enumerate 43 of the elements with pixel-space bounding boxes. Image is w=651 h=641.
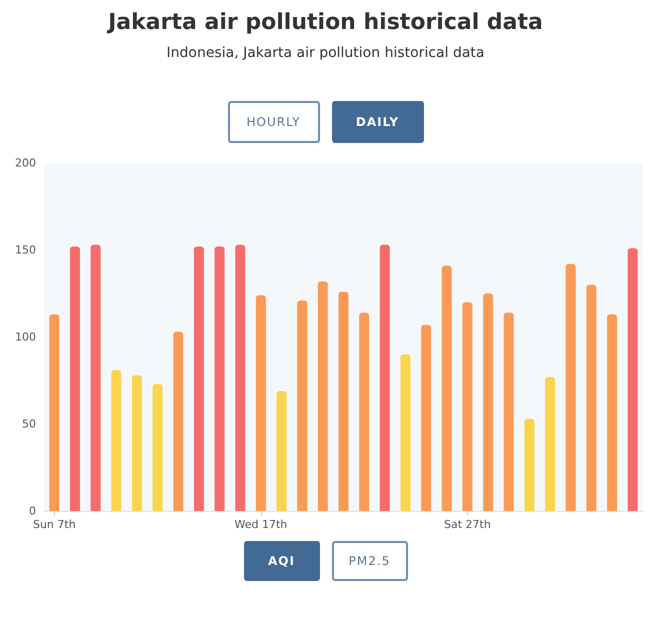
bar: [173, 332, 184, 511]
chart-title: Jakarta air pollution historical data: [106, 10, 544, 35]
bar: [276, 390, 287, 511]
y-tick-label: 0: [29, 504, 36, 518]
bar: [49, 314, 60, 511]
bar: [132, 375, 142, 511]
bar: [524, 418, 534, 511]
bar: [256, 295, 266, 511]
bar: [566, 264, 576, 511]
bar: [462, 302, 472, 511]
bar: [421, 324, 432, 511]
bar: [111, 370, 122, 511]
bar: [628, 248, 638, 511]
y-tick-label: 100: [15, 330, 36, 344]
bar: [586, 284, 596, 511]
bar: [483, 294, 494, 511]
bar: [318, 281, 328, 511]
chart-subtitle: Indonesia, Jakarta air pollution historical data: [166, 45, 486, 61]
bar: [235, 244, 246, 511]
x-tick-label: Wed 17th: [234, 518, 288, 531]
text: PM2.5: [332, 541, 408, 581]
bar: [359, 312, 370, 511]
bar: [504, 312, 514, 511]
y-tick-label: 150: [15, 244, 36, 256]
text: HOURLY: [228, 101, 320, 143]
text: DAILY: [332, 101, 424, 143]
bar: [90, 244, 101, 511]
bar: [607, 314, 618, 511]
bar: [442, 266, 452, 511]
bar: [297, 300, 308, 511]
text: AQI: [244, 541, 320, 581]
bar: [194, 246, 204, 511]
x-tick-label: Sat 27th: [444, 518, 491, 531]
bar: [214, 246, 225, 511]
bar: [380, 244, 390, 511]
bar: [545, 377, 556, 511]
x-tick-label: Sun 7th: [32, 518, 76, 531]
bar: [400, 354, 410, 511]
bar: [70, 246, 80, 511]
bar: [152, 384, 163, 511]
y-tick-label: 200: [15, 156, 36, 170]
y-tick-label: 50: [22, 418, 36, 430]
bar: [338, 292, 348, 511]
